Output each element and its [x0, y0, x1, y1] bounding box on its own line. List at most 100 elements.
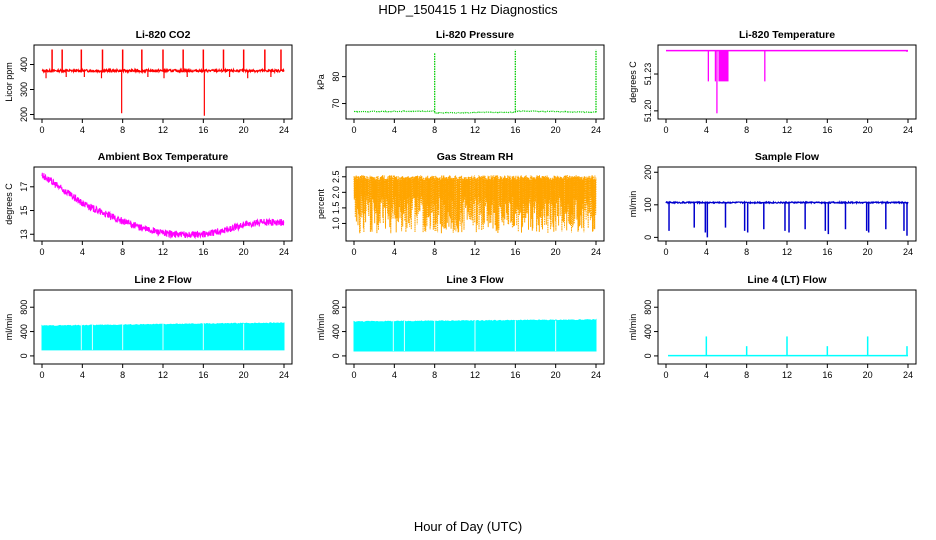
panel-title: Gas Stream RH	[437, 151, 513, 163]
y-axis-label: degrees C	[4, 183, 14, 225]
x-tick-label: 8	[120, 370, 125, 380]
series-sample-flow	[665, 200, 909, 238]
y-tick-label: 70	[331, 99, 341, 109]
y-axis-label: degrees C	[628, 61, 638, 103]
x-tick-label: 20	[863, 370, 873, 380]
x-tick-label: 4	[392, 247, 397, 257]
y-tick-label: 0	[643, 353, 653, 358]
x-tick-label: 24	[903, 370, 913, 380]
y-axis-label: kPa	[316, 74, 326, 90]
x-tick-label: 20	[239, 247, 249, 257]
y-tick-label: 400	[19, 324, 29, 339]
series-gas-rh	[353, 175, 597, 234]
y-tick-label: 51.20	[643, 100, 653, 123]
panel-title: Line 2 Flow	[134, 274, 192, 286]
x-tick-label: 4	[704, 370, 709, 380]
panel-line3-flow: Line 3 Flow ml/min 0 4 8 12 16 20 24 0 400 800	[316, 274, 605, 380]
y-axis-label: Licor ppm	[4, 62, 14, 102]
x-tick-label: 16	[198, 370, 208, 380]
x-tick-label: 0	[351, 247, 356, 257]
x-tick-label: 8	[432, 247, 437, 257]
panel-title: Line 4 (LT) Flow	[747, 274, 827, 286]
y-tick-label: 200	[19, 107, 29, 122]
y-tick-label: 15	[19, 206, 29, 216]
x-tick-label: 0	[663, 370, 668, 380]
x-tick-label: 4	[704, 125, 709, 135]
x-tick-label: 0	[351, 125, 356, 135]
series-licor-temp	[666, 49, 908, 114]
panel-sample-flow: Sample Flow ml/min 0 4 8 12 16 20 24 0 100 200	[628, 151, 917, 257]
y-axis-label: percent	[316, 188, 326, 219]
x-tick-label: 0	[39, 125, 44, 135]
y-tick-label: 800	[19, 300, 29, 315]
y-tick-label: 1.5	[331, 202, 341, 215]
x-tick-label: 20	[863, 125, 873, 135]
x-tick-label: 8	[432, 370, 437, 380]
data-line	[434, 111, 516, 114]
y-tick-label: 300	[19, 82, 29, 97]
x-tick-label: 24	[903, 247, 913, 257]
global-x-axis-label: Hour of Day (UTC)	[413, 519, 523, 534]
data-line	[354, 110, 436, 113]
x-tick-label: 24	[279, 125, 289, 135]
x-tick-label: 24	[903, 125, 913, 135]
panel-pressure: Li-820 Pressure kPa 0 4 8 12 16 20 24 70 80	[316, 29, 605, 135]
y-tick-label: 200	[643, 165, 653, 180]
y-tick-label: 1.0	[331, 217, 341, 230]
x-tick-label: 16	[198, 247, 208, 257]
x-tick-label: 4	[80, 370, 85, 380]
y-tick-label: 0	[643, 235, 653, 240]
y-tick-label: 13	[19, 229, 29, 239]
panel-title: Li-820 CO2	[136, 29, 191, 41]
y-axis-label: ml/min	[628, 191, 638, 218]
x-tick-label: 12	[158, 125, 168, 135]
series-co2	[41, 49, 285, 116]
y-tick-label: 800	[643, 300, 653, 315]
series-line2-flow	[41, 322, 285, 351]
series-line3-flow	[353, 318, 597, 352]
x-tick-label: 24	[591, 370, 601, 380]
x-tick-label: 16	[822, 125, 832, 135]
y-tick-label: 800	[331, 300, 341, 315]
main-title: HDP_150415 1 Hz Diagnostics	[378, 2, 558, 17]
y-axis-label: ml/min	[316, 314, 326, 341]
panel-co2: Li-820 CO2 Licor ppm 0 4 8 12 16 20 24 200 300 400	[4, 29, 293, 135]
data-line	[41, 67, 285, 75]
data-line	[353, 175, 597, 234]
series-line4-flow	[668, 336, 908, 357]
x-tick-label: 8	[744, 370, 749, 380]
x-tick-label: 24	[591, 125, 601, 135]
series-ambient-temp	[41, 172, 285, 240]
x-tick-label: 12	[470, 125, 480, 135]
panel-title: Sample Flow	[755, 151, 820, 163]
x-tick-label: 4	[392, 370, 397, 380]
x-tick-label: 20	[239, 125, 249, 135]
panel-line4-flow: Line 4 (LT) Flow ml/min 0 4 8 12 16 20 24 0 400 800	[628, 274, 917, 380]
panel-ambient-temp: Ambient Box Temperature degrees C 0 4 8 12 16 2…	[4, 151, 293, 257]
x-tick-label: 8	[120, 247, 125, 257]
panel-line2-flow: Line 2 Flow ml/min 0 4 8 12 16 20 24 0 400 800	[4, 274, 293, 380]
y-tick-label: 80	[331, 72, 341, 82]
x-tick-label: 16	[510, 370, 520, 380]
x-tick-label: 12	[470, 247, 480, 257]
x-tick-label: 20	[551, 370, 561, 380]
panel-title: Li-820 Temperature	[739, 29, 835, 41]
data-block	[718, 50, 729, 82]
x-tick-label: 4	[392, 125, 397, 135]
y-tick-label: 17	[19, 182, 29, 192]
x-tick-label: 0	[351, 370, 356, 380]
x-tick-label: 12	[470, 370, 480, 380]
data-line	[515, 110, 597, 114]
panel-gas-rh: Gas Stream RH percent 0 4 8 12 16 20 24 1.0 1.5 2.0…	[316, 151, 605, 257]
x-tick-label: 16	[198, 125, 208, 135]
panel-title: Line 3 Flow	[446, 274, 504, 286]
x-tick-label: 16	[822, 370, 832, 380]
x-tick-label: 4	[80, 247, 85, 257]
x-tick-label: 0	[39, 247, 44, 257]
plot-frame	[657, 44, 917, 120]
y-tick-label: 51.23	[643, 63, 653, 86]
x-tick-label: 4	[80, 125, 85, 135]
x-tick-label: 4	[704, 247, 709, 257]
data-line	[665, 200, 909, 205]
